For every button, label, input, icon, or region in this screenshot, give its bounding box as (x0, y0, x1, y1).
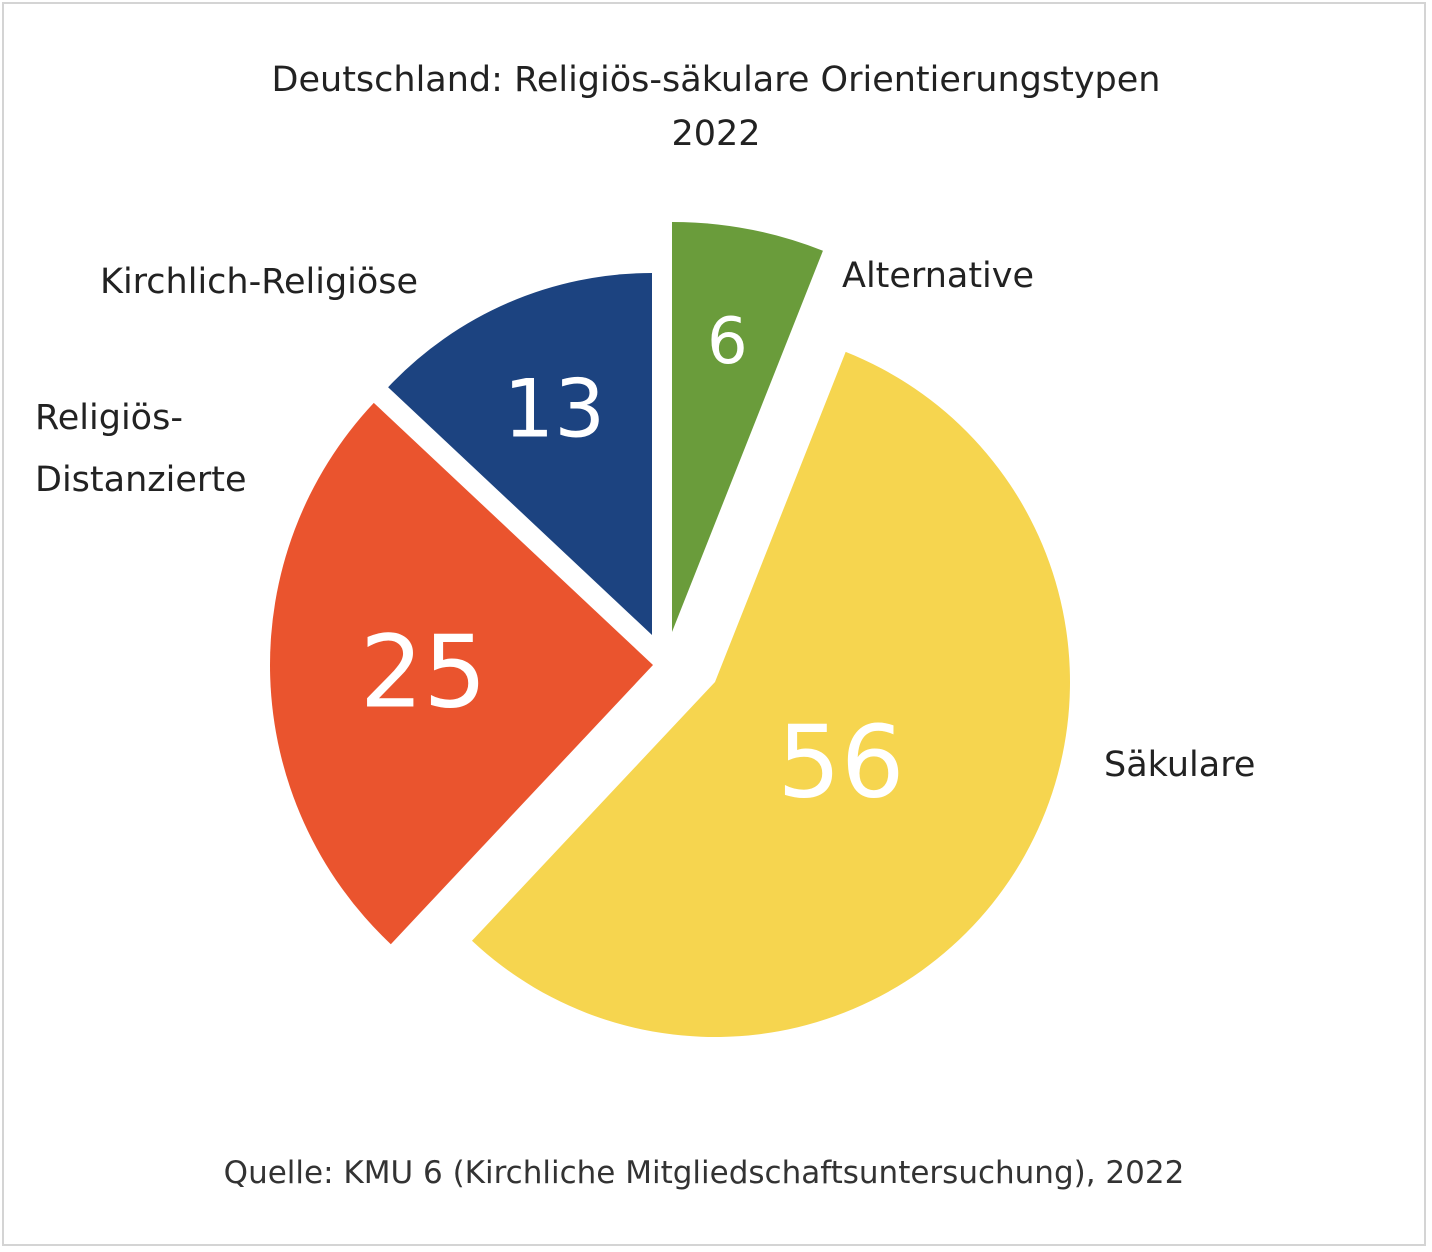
category-label-alternative: Alternative (842, 256, 1034, 296)
chart-title: Deutschland: Religiös-säkulare Orientier… (271, 60, 1161, 100)
pie-slice-kirchlich-religioese (388, 273, 652, 635)
data-label-religioes-distanzierte: 25 (360, 614, 487, 731)
category-label-saekulare: Säkulare (1104, 745, 1255, 785)
data-label-alternative: 6 (707, 305, 748, 379)
data-label-kirchlich-religioese: 13 (503, 363, 605, 456)
category-label-kirchlich-religioese: Kirchlich-Religiöse (100, 262, 418, 302)
chart-source: Quelle: KMU 6 (Kirchliche Mitgliedschaft… (223, 1155, 1185, 1191)
category-label-religioes-distanzierte: Religiös-Distanzierte (35, 398, 247, 500)
pie-slice-saekulare (471, 351, 1071, 1038)
pie-slice-alternative (672, 222, 823, 632)
data-label-saekulare: 56 (777, 703, 904, 820)
pie-slice-religioes-distanzierte (270, 402, 653, 945)
chart-subtitle-year: 2022 (671, 114, 761, 154)
